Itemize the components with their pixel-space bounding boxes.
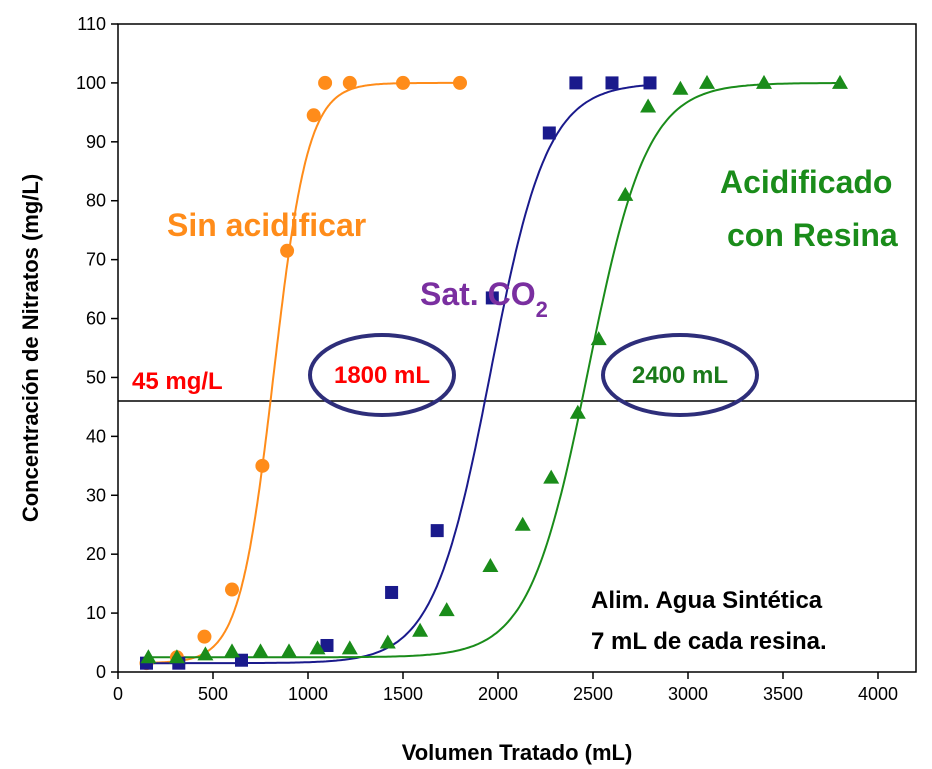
point-s1-9 xyxy=(606,76,619,89)
x-tick-label-0: 0 xyxy=(113,684,123,704)
point-s1-5 xyxy=(431,524,444,537)
point-s0-2 xyxy=(197,630,211,644)
point-s0-3 xyxy=(225,583,239,597)
y-tick-label-30: 30 xyxy=(86,485,106,505)
x-tick-label-500: 500 xyxy=(198,684,228,704)
y-tick-label-110: 110 xyxy=(77,14,106,34)
x-tick-label-3000: 3000 xyxy=(668,684,708,704)
point-s0-10 xyxy=(453,76,467,90)
y-tick-label-90: 90 xyxy=(86,132,106,152)
point-s1-4 xyxy=(385,586,398,599)
label-acidificado-line1: Acidificado xyxy=(720,164,892,200)
label-2400: 2400 mL xyxy=(632,362,728,389)
y-axis-title: Concentración de Nitratos (mg/L) xyxy=(18,174,43,522)
x-tick-label-2500: 2500 xyxy=(573,684,613,704)
point-s0-9 xyxy=(396,76,410,90)
label-sin-acidificar: Sin acidificar xyxy=(167,207,366,243)
y-tick-label-40: 40 xyxy=(86,426,106,446)
x-tick-label-3500: 3500 xyxy=(763,684,803,704)
label-acidificado-line2: con Resina xyxy=(727,217,898,253)
point-s0-4 xyxy=(255,459,269,473)
y-tick-label-50: 50 xyxy=(86,367,106,387)
point-s0-8 xyxy=(343,76,357,90)
y-tick-label-20: 20 xyxy=(86,544,106,564)
point-s1-7 xyxy=(543,126,556,139)
y-tick-label-70: 70 xyxy=(86,250,106,270)
point-s1-8 xyxy=(569,76,582,89)
x-axis-title: Volumen Tratado (mL) xyxy=(402,740,633,765)
y-tick-label-100: 100 xyxy=(76,73,106,93)
label-1800: 1800 mL xyxy=(334,362,430,389)
note-line2: 7 mL de cada resina. xyxy=(591,628,827,655)
y-tick-label-10: 10 xyxy=(86,603,106,623)
note-line1: Alim. Agua Sintética xyxy=(591,587,823,614)
plot-area xyxy=(118,24,916,672)
x-tick-label-1500: 1500 xyxy=(383,684,423,704)
x-tick-label-4000: 4000 xyxy=(858,684,898,704)
point-s0-6 xyxy=(307,108,321,122)
x-tick-label-1000: 1000 xyxy=(288,684,328,704)
y-tick-label-0: 0 xyxy=(96,662,106,682)
label-sat-co2-sub: 2 xyxy=(536,297,548,322)
point-s0-5 xyxy=(280,244,294,258)
point-s1-10 xyxy=(644,76,657,89)
label-sat-co2-main: Sat. CO xyxy=(420,276,536,312)
x-tick-label-2000: 2000 xyxy=(478,684,518,704)
y-tick-label-80: 80 xyxy=(86,191,106,211)
y-tick-label-60: 60 xyxy=(86,309,106,329)
label-limit: 45 mg/L xyxy=(132,368,223,395)
point-s0-7 xyxy=(318,76,332,90)
